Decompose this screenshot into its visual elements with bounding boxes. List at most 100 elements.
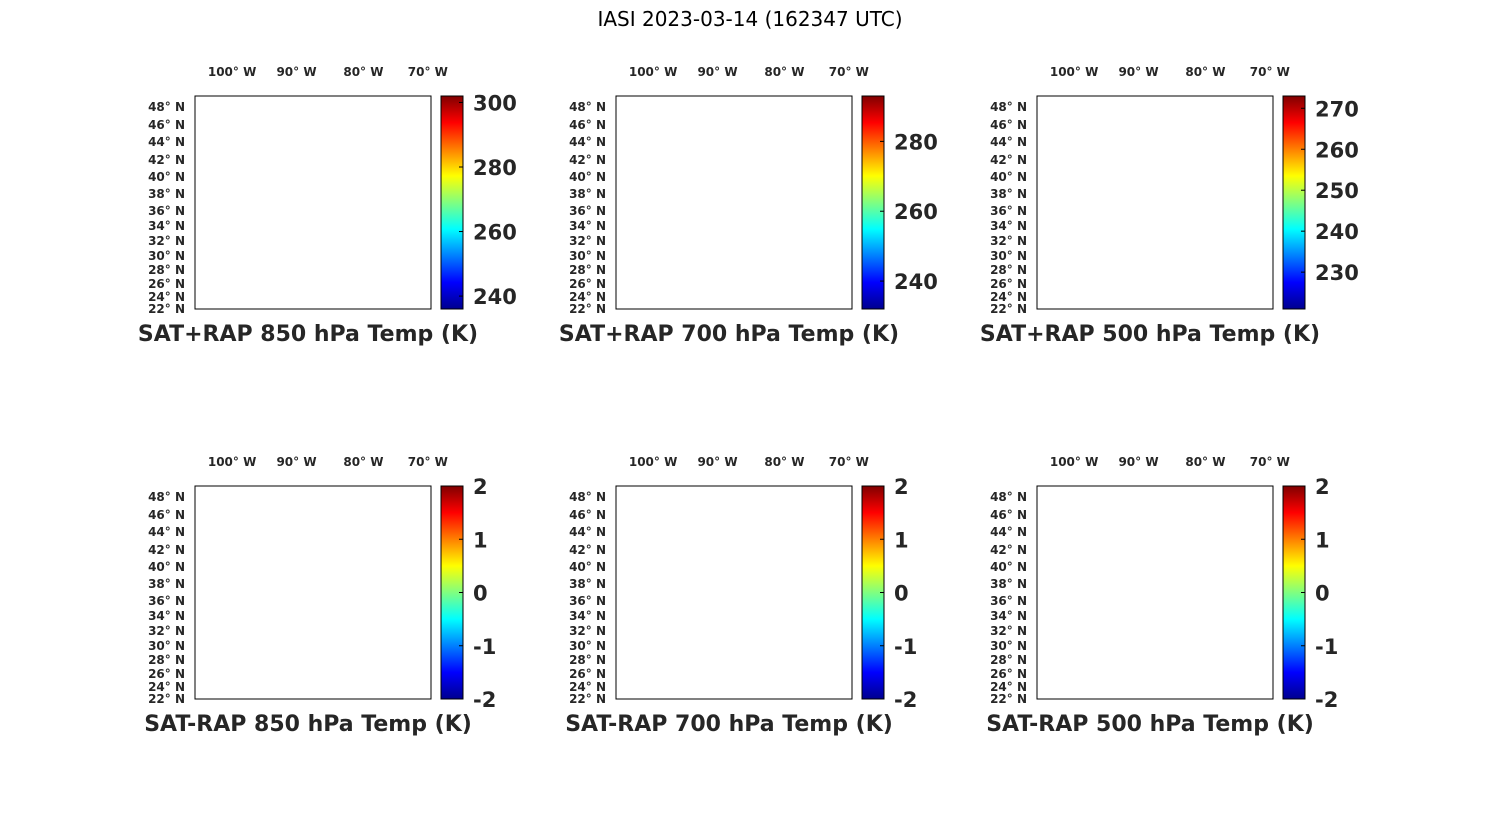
colorbar-tick-label: -1	[894, 635, 917, 659]
colorbar-tick-label: 1	[473, 528, 488, 552]
state-border	[1116, 121, 1123, 145]
latitude-label: 40° N	[148, 170, 185, 184]
state-border	[701, 199, 711, 241]
state-border	[700, 631, 710, 637]
state-border	[287, 599, 353, 608]
latitude-label: 26° N	[990, 667, 1027, 681]
panel-title: SAT-RAP 700 hPa Temp (K)	[565, 712, 893, 737]
latitude-label: 34° N	[990, 219, 1027, 233]
coastline	[1037, 494, 1262, 699]
map-area	[195, 104, 431, 309]
longitude-label: 100° W	[629, 65, 677, 79]
axes-frame	[615, 95, 853, 310]
panel-grid: 100° W 90° W 80° W 70° W 48° N 46° N 44° N 42° …	[138, 65, 1359, 737]
latitude-label: 34° N	[148, 609, 185, 623]
latitude-label: 28° N	[569, 653, 606, 667]
longitude-label: 80° W	[1185, 65, 1225, 79]
colorbar-tick-label: -1	[1315, 635, 1338, 659]
axes-frame	[194, 95, 432, 310]
longitude-label: 80° W	[764, 65, 804, 79]
state-border	[628, 520, 671, 540]
latitude-label: 42° N	[569, 153, 606, 167]
state-border	[207, 130, 250, 150]
state-border	[327, 210, 337, 232]
state-border	[708, 599, 774, 608]
state-border	[218, 172, 261, 195]
latitude-label: 24° N	[990, 290, 1027, 304]
state-border	[207, 104, 250, 128]
state-border	[280, 589, 290, 631]
state-border	[695, 511, 702, 535]
state-border	[1143, 600, 1158, 630]
state-border	[195, 104, 218, 233]
state-border	[296, 600, 298, 635]
state-border	[1049, 104, 1092, 128]
latitude-label: 30° N	[569, 249, 606, 263]
longitude-label: 90° W	[1118, 455, 1158, 469]
state-border	[1129, 599, 1195, 608]
latitude-label: 48° N	[990, 100, 1027, 114]
map-area	[1037, 85, 1273, 309]
latitude-label: 24° N	[569, 290, 606, 304]
state-border	[1154, 128, 1159, 159]
latitude-label: 32° N	[148, 624, 185, 638]
panel-sat-rap-diff-850: 100° W 90° W 80° W 70° W 48° N 46° N 44° N 42° …	[144, 455, 496, 737]
colorbar-tick-label: 300	[473, 91, 517, 115]
latitude-label: 36° N	[569, 594, 606, 608]
latitude-label: 26° N	[990, 277, 1027, 291]
state-border	[738, 157, 763, 175]
latitude-label: 48° N	[990, 490, 1027, 504]
latitude-label: 32° N	[569, 234, 606, 248]
state-border	[312, 128, 317, 159]
swath-field	[195, 475, 340, 699]
colorbar-tick-label: 280	[473, 156, 517, 180]
latitude-label: 40° N	[990, 560, 1027, 574]
latitude-label: 34° N	[990, 609, 1027, 623]
panel-sat-rap-sum-500: 100° W 90° W 80° W 70° W 48° N 46° N 44° N 42° …	[980, 65, 1359, 347]
latitude-label: 38° N	[569, 187, 606, 201]
state-border	[1129, 209, 1195, 218]
state-border	[633, 199, 711, 221]
latitude-label: 38° N	[148, 187, 185, 201]
colorbar	[861, 95, 885, 310]
latitude-label: 42° N	[990, 543, 1027, 557]
latitude-label: 26° N	[569, 667, 606, 681]
latitude-label: 22° N	[990, 692, 1027, 706]
longitude-label: 70° W	[1250, 455, 1290, 469]
colorbar-tick-label: 260	[894, 200, 938, 224]
state-border	[301, 600, 316, 630]
state-border	[695, 121, 702, 145]
latitude-label: 48° N	[148, 490, 185, 504]
latitude-label: 40° N	[569, 560, 606, 574]
state-border	[281, 153, 301, 195]
state-border	[1116, 511, 1123, 535]
latitude-label: 42° N	[148, 153, 185, 167]
panel-title: SAT-RAP 500 hPa Temp (K)	[986, 712, 1314, 737]
state-border	[628, 494, 671, 518]
state-border	[1159, 547, 1184, 565]
longitude-label: 70° W	[1250, 65, 1290, 79]
state-border	[274, 121, 281, 145]
panel-sat-rap-diff-700: 100° W 90° W 80° W 70° W 48° N 46° N 44° N 42° …	[565, 455, 917, 737]
swath-field	[616, 475, 761, 699]
state-border	[280, 199, 290, 241]
colorbar-tick-label: 240	[1315, 220, 1359, 244]
swath-field	[616, 85, 761, 309]
latitude-label: 24° N	[148, 290, 185, 304]
latitude-label: 22° N	[569, 692, 606, 706]
state-border	[218, 562, 261, 585]
state-border	[763, 155, 790, 174]
axes-frame	[194, 485, 432, 700]
swath-field	[1037, 85, 1182, 309]
panel-title: SAT-RAP 850 hPa Temp (K)	[144, 712, 472, 737]
panel-title: SAT+RAP 500 hPa Temp (K)	[980, 322, 1320, 347]
colorbar-tick-label: 270	[1315, 97, 1359, 121]
colorbar-tick-label: 240	[473, 285, 517, 309]
colorbar-tick-label: 1	[1315, 528, 1330, 552]
latitude-label: 34° N	[569, 609, 606, 623]
latitude-label: 24° N	[990, 680, 1027, 694]
state-border	[723, 159, 739, 188]
longitude-label: 90° W	[697, 65, 737, 79]
colorbar-tick-label: -2	[894, 688, 917, 712]
state-border	[1144, 159, 1160, 188]
